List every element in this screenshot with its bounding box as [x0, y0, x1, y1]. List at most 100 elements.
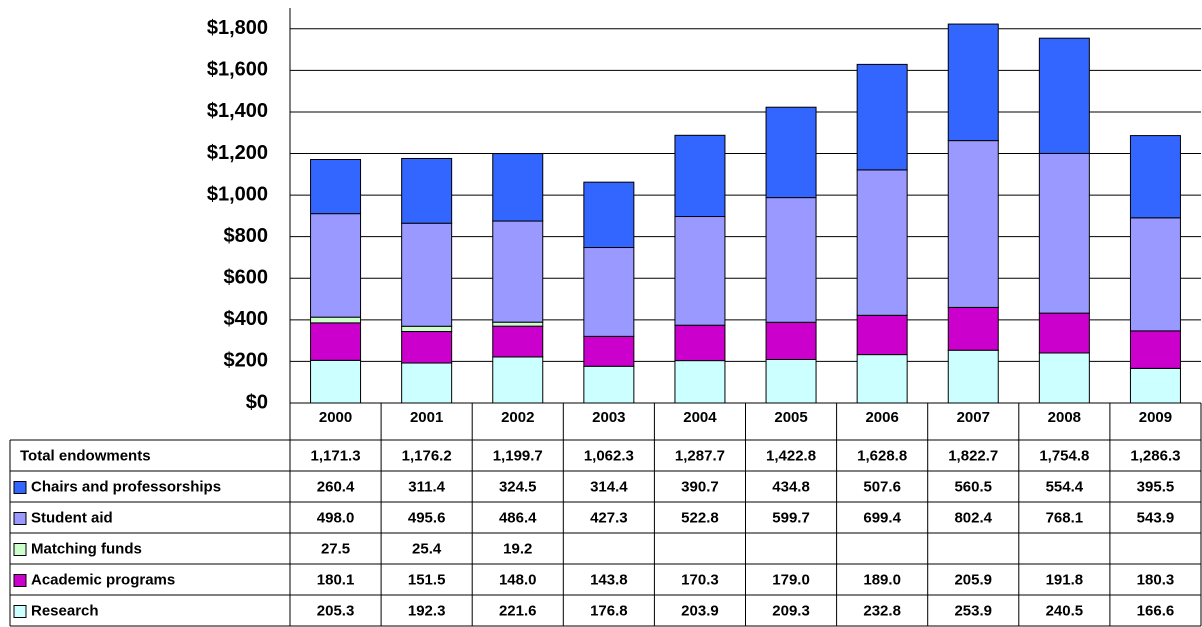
- bar-segment: [310, 316, 362, 324]
- x-tick-label: 2000: [319, 409, 352, 426]
- y-tick-label: $800: [224, 225, 269, 247]
- bar-segment: [1038, 352, 1090, 404]
- table-value: 495.6: [408, 509, 446, 526]
- legend-label: Academic programs: [31, 571, 175, 588]
- x-tick-label: 2003: [592, 409, 625, 426]
- table-value: 1,422.8: [766, 447, 816, 464]
- table-value: 599.7: [772, 509, 810, 526]
- bar-segment: [583, 181, 635, 249]
- bar-segment: [856, 63, 908, 171]
- bar-segment: [401, 157, 453, 224]
- bar-segment: [765, 358, 817, 404]
- bar-segment: [765, 106, 817, 199]
- table-value: 507.6: [863, 478, 901, 495]
- table-value: 260.4: [317, 478, 355, 495]
- y-tick-label: $1,600: [207, 59, 268, 81]
- table-value: 543.9: [1137, 509, 1175, 526]
- y-tick-label: $400: [224, 308, 269, 330]
- x-tick-label: 2005: [774, 409, 807, 426]
- bar-segment: [583, 335, 635, 367]
- legend-swatch: [13, 605, 27, 618]
- legend-swatch: [13, 543, 27, 556]
- legend-label: Chairs and professorships: [31, 478, 221, 495]
- bar-segment: [765, 197, 817, 323]
- table-value: 179.0: [772, 571, 810, 588]
- x-tick-label: 2004: [683, 409, 717, 426]
- table-value: 143.8: [590, 571, 628, 588]
- legend-swatch: [13, 574, 27, 587]
- bar-segment: [492, 325, 544, 358]
- table-value: 205.3: [317, 602, 355, 619]
- bar-segment: [1038, 37, 1090, 154]
- bar-segment: [674, 134, 726, 218]
- bar-segment: [1038, 312, 1090, 354]
- y-tick-label: $600: [224, 267, 269, 289]
- table-value: 390.7: [681, 478, 719, 495]
- bar-segment: [310, 359, 362, 404]
- table-value: 189.0: [863, 571, 901, 588]
- table-value: 148.0: [499, 571, 537, 588]
- table-value: 554.4: [1046, 478, 1084, 495]
- y-tick-label: $1,200: [207, 142, 268, 164]
- table-value: 314.4: [590, 478, 628, 495]
- table-value: 768.1: [1046, 509, 1084, 526]
- bar-segment: [947, 349, 999, 404]
- table-value: 166.6: [1137, 602, 1175, 619]
- x-tick-label: 2002: [501, 409, 534, 426]
- table-value: 180.3: [1137, 571, 1175, 588]
- legend-swatch: [13, 481, 27, 494]
- table-value: 170.3: [681, 571, 719, 588]
- table-value: 205.9: [954, 571, 992, 588]
- table-value: 699.4: [863, 509, 901, 526]
- legend-label: Matching funds: [31, 540, 142, 557]
- bar-segment: [401, 331, 453, 364]
- bar-segment: [401, 362, 453, 404]
- table-value: 427.3: [590, 509, 628, 526]
- row-label: Total endowments: [20, 447, 151, 464]
- bar-segment: [674, 216, 726, 326]
- table-value: 19.2: [503, 540, 532, 557]
- table-value: 151.5: [408, 571, 446, 588]
- bar-segment: [1129, 367, 1181, 404]
- bar-segment: [1129, 217, 1181, 332]
- legend-label: Research: [31, 602, 99, 619]
- table-value: 176.8: [590, 602, 628, 619]
- bar-segment: [856, 314, 908, 356]
- table-value: 221.6: [499, 602, 537, 619]
- x-tick-label: 2007: [957, 409, 990, 426]
- table-value: 209.3: [772, 602, 810, 619]
- table-value: 192.3: [408, 602, 446, 619]
- bar-segment: [492, 321, 544, 327]
- x-tick-label: 2006: [865, 409, 898, 426]
- legend-swatch: [13, 512, 27, 525]
- table-value: 1,171.3: [311, 447, 361, 464]
- table-value: 324.5: [499, 478, 537, 495]
- bar-segment: [492, 220, 544, 323]
- table-value: 498.0: [317, 509, 355, 526]
- table-value: 395.5: [1137, 478, 1175, 495]
- bar-segment: [1038, 152, 1090, 314]
- y-tick-label: $0: [246, 391, 268, 413]
- bar-segment: [583, 247, 635, 337]
- bar-segment: [947, 306, 999, 351]
- table-value: 1,199.7: [493, 447, 543, 464]
- y-tick-label: $1,000: [207, 183, 268, 205]
- bar-segment: [492, 356, 544, 404]
- bar-segment: [765, 321, 817, 360]
- bar-segment: [856, 354, 908, 404]
- bar-segment: [674, 324, 726, 362]
- table-value: 486.4: [499, 509, 537, 526]
- x-tick-label: 2008: [1048, 409, 1081, 426]
- table-value: 1,062.3: [584, 447, 634, 464]
- bar-segment: [947, 23, 999, 142]
- table-value: 203.9: [681, 602, 719, 619]
- table-value: 560.5: [954, 478, 992, 495]
- bar-segment: [310, 158, 362, 215]
- table-value: 180.1: [317, 571, 355, 588]
- table-value: 25.4: [412, 540, 442, 557]
- bar-segment: [1129, 135, 1181, 219]
- table-value: 232.8: [863, 602, 901, 619]
- table-value: 1,628.8: [857, 447, 907, 464]
- table-value: 802.4: [954, 509, 992, 526]
